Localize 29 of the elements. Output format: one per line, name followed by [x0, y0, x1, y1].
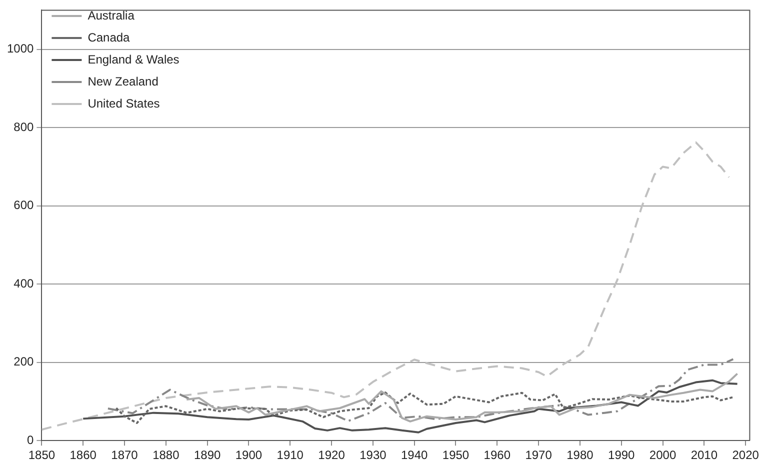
- legend-label: Australia: [88, 8, 135, 22]
- x-tick-label: 1880: [152, 448, 180, 462]
- x-tick-label: 2020: [732, 448, 760, 462]
- legend-label: Canada: [88, 30, 130, 44]
- x-tick-label: 1860: [70, 448, 97, 462]
- x-tick-label: 1930: [360, 448, 387, 462]
- legend-label: England & Wales: [88, 52, 180, 66]
- x-tick-label: 1850: [28, 448, 56, 462]
- x-tick-label: 1980: [566, 448, 594, 462]
- x-tick-label: 1910: [276, 448, 304, 462]
- legend-label: United States: [88, 96, 160, 110]
- x-tick-label: 1920: [318, 448, 346, 462]
- y-tick-label: 400: [14, 276, 34, 290]
- x-tick-label: 1990: [608, 448, 636, 462]
- x-tick-label: 2000: [649, 448, 676, 462]
- x-tick-label: 1960: [484, 448, 511, 462]
- y-tick-label: 200: [14, 354, 34, 369]
- x-tick-label: 1940: [400, 448, 428, 462]
- x-tick-label: 2010: [690, 448, 718, 462]
- x-tick-label: 1890: [194, 448, 221, 462]
- x-tick-label: 1950: [442, 448, 470, 462]
- x-tick-label: 1970: [525, 448, 552, 462]
- y-tick-label: 600: [14, 198, 34, 212]
- x-tick-label: 1870: [111, 448, 138, 462]
- legend-label: New Zealand: [88, 74, 158, 88]
- y-tick-label: 1000: [6, 42, 34, 56]
- y-tick-label: 800: [14, 120, 34, 134]
- y-tick-label: 0: [27, 432, 34, 447]
- x-tick-label: 1900: [235, 448, 262, 462]
